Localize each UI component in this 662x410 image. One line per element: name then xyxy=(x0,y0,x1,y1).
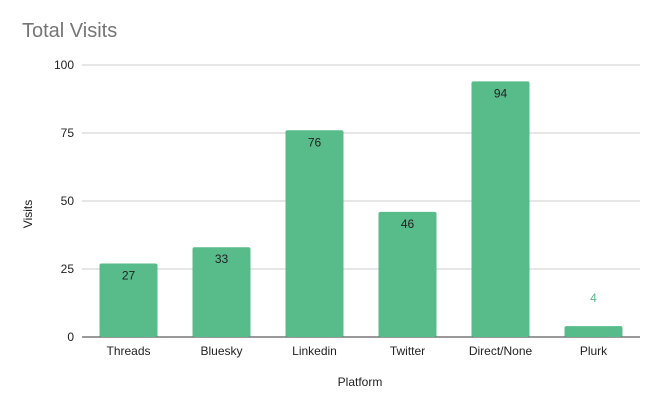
y-tick-label: 100 xyxy=(54,58,74,72)
bars xyxy=(99,81,623,337)
x-tick-label: Threads xyxy=(106,344,150,358)
bar xyxy=(378,211,437,337)
bar xyxy=(285,130,344,337)
y-axis-label: Visits xyxy=(21,200,35,228)
data-label: 94 xyxy=(494,86,508,100)
data-label: 33 xyxy=(215,252,229,266)
x-tick-label: Plurk xyxy=(580,344,608,358)
x-axis-ticks: Threads Bluesky Linkedin Twitter Direct/None… xyxy=(106,344,608,358)
data-label: 76 xyxy=(308,135,322,149)
y-tick-label: 0 xyxy=(67,330,74,344)
gridlines xyxy=(82,64,640,338)
data-label: 46 xyxy=(401,217,415,231)
bar xyxy=(564,326,623,337)
bar xyxy=(192,247,251,337)
y-tick-label: 25 xyxy=(61,262,75,276)
x-tick-label: Bluesky xyxy=(200,344,242,358)
x-tick-label: Direct/None xyxy=(469,344,533,358)
data-labels: 27 33 76 46 94 4 xyxy=(122,86,597,305)
x-tick-label: Linkedin xyxy=(292,344,337,358)
x-axis-label: Platform xyxy=(338,375,383,389)
data-label: 4 xyxy=(590,291,597,305)
bar xyxy=(471,81,530,337)
y-tick-label: 50 xyxy=(61,194,75,208)
y-tick-label: 75 xyxy=(61,126,75,140)
data-label: 27 xyxy=(122,269,136,283)
y-axis-ticks: 0 25 50 75 100 xyxy=(54,58,74,344)
chart-title: Total Visits xyxy=(22,20,118,42)
x-tick-label: Twitter xyxy=(390,344,425,358)
bar xyxy=(99,263,158,337)
